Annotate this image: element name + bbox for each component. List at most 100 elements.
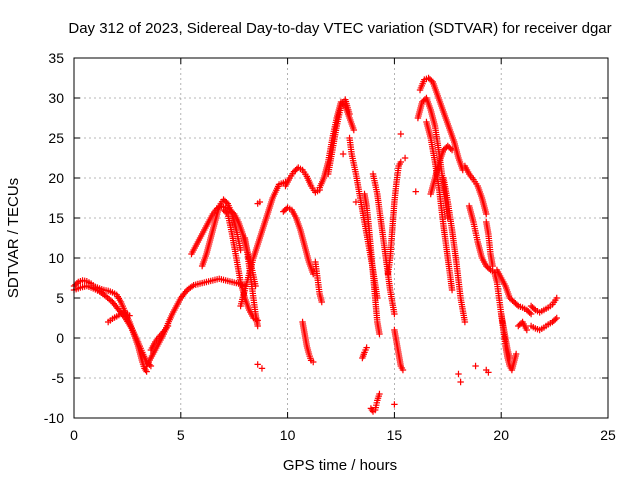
y-tick-label: 0	[56, 330, 64, 346]
plus-marker	[412, 188, 419, 195]
series-arc-low-13	[359, 344, 370, 362]
y-tick-label: 25	[48, 130, 64, 146]
series-points-9	[254, 361, 266, 372]
y-tick-label: 30	[48, 90, 64, 106]
series-arc-22	[527, 294, 560, 316]
plus-marker	[258, 365, 266, 372]
plus-marker	[457, 378, 464, 386]
x-tick-label: 20	[493, 427, 509, 443]
y-tick-label: 5	[56, 290, 64, 306]
series-arc-drop-11	[299, 318, 317, 366]
series-arc-rise-17	[427, 142, 456, 198]
plus-marker	[256, 198, 264, 206]
plus-marker	[363, 344, 370, 351]
series-arc-hump-6b	[198, 196, 244, 270]
series-arc-21	[515, 318, 531, 334]
x-tick-label: 25	[600, 427, 616, 443]
series-arc-peak-16	[416, 74, 466, 174]
series-arc-dip-7	[220, 206, 261, 324]
chart-title: Day 312 of 2023, Sidereal Day-to-day VTE…	[68, 20, 611, 37]
series-arc-rise-2	[147, 322, 172, 354]
plus-marker	[391, 310, 398, 318]
plus-marker	[472, 362, 479, 370]
plus-marker	[461, 318, 469, 326]
plus-marker	[126, 312, 133, 319]
x-tick-label: 10	[280, 427, 296, 443]
axis-ticks	[73, 57, 609, 419]
plus-marker	[512, 350, 520, 358]
x-tick-label: 0	[70, 427, 78, 443]
plus-marker	[223, 209, 230, 216]
series-arc-early-3	[104, 309, 133, 326]
series-arc-fall-17	[423, 118, 456, 294]
series-arc-15	[384, 158, 405, 278]
plus-marker	[223, 199, 230, 206]
plus-marker	[483, 210, 490, 218]
plus-marker	[397, 130, 405, 138]
plus-marker	[346, 110, 353, 118]
plus-marker	[254, 361, 261, 368]
y-tick-label: 10	[48, 250, 64, 266]
series-arc-15b	[391, 326, 407, 374]
plus-marker	[143, 368, 150, 375]
plus-marker	[485, 369, 492, 376]
data-points	[70, 74, 560, 415]
series-arc-early-1	[70, 277, 150, 375]
series-points-18	[455, 362, 479, 386]
series-arc-rise-1	[143, 275, 249, 370]
grid-lines	[74, 58, 608, 418]
plus-marker	[489, 262, 496, 270]
plus-marker	[485, 265, 493, 272]
plus-marker	[318, 298, 325, 306]
plus-marker	[506, 354, 513, 362]
plus-marker	[391, 401, 398, 408]
plus-marker	[164, 322, 172, 330]
plus-marker	[455, 370, 462, 378]
series-arc-19b	[483, 218, 496, 270]
series-arc-peak-12b	[324, 96, 353, 178]
plus-marker	[339, 150, 347, 158]
x-tick-label: 15	[387, 427, 403, 443]
plus-marker	[447, 145, 454, 152]
plot-frame	[73, 57, 609, 419]
series-arc-18	[461, 162, 490, 218]
y-tick-label: 20	[48, 170, 64, 186]
plus-marker	[397, 158, 405, 166]
y-tick-label: -5	[52, 370, 65, 386]
plus-marker	[448, 146, 456, 154]
series-arc-20c	[498, 310, 513, 362]
plus-marker	[376, 330, 383, 338]
series-arc-20b	[493, 266, 535, 318]
plus-marker	[401, 154, 409, 162]
x-tick-label: 5	[177, 427, 185, 443]
series-arc-low-14	[367, 390, 383, 415]
plus-marker	[523, 326, 531, 334]
series-arc-hump-10	[282, 164, 323, 196]
series-arc-fall-10	[280, 204, 317, 278]
series-points-15	[391, 130, 419, 408]
plus-marker	[428, 77, 435, 84]
plus-marker	[530, 305, 538, 312]
plus-marker	[399, 366, 407, 374]
y-tick-labels: -10 -5 0 5 10 15 20 25 30 35	[44, 50, 64, 426]
series-arc-drop-11b	[312, 258, 325, 306]
plus-marker	[553, 294, 560, 302]
plus-marker	[526, 309, 533, 316]
series-points-19	[483, 366, 492, 376]
plus-marker	[350, 126, 358, 134]
series-arc-fall-17b	[440, 174, 469, 326]
plus-marker	[376, 390, 383, 398]
plus-marker	[73, 280, 81, 287]
plus-marker	[513, 301, 521, 308]
plus-marker	[237, 246, 244, 254]
plus-marker	[553, 314, 560, 322]
series-arc-rise-8	[237, 178, 289, 310]
y-tick-label: 35	[48, 50, 64, 66]
plus-marker	[310, 358, 317, 366]
x-tick-labels: 0 5 10 15 20 25	[70, 427, 616, 443]
plus-marker	[552, 316, 559, 323]
plus-marker	[448, 286, 456, 294]
y-tick-label: -10	[44, 410, 64, 426]
series-arc-drop-8	[241, 234, 261, 330]
